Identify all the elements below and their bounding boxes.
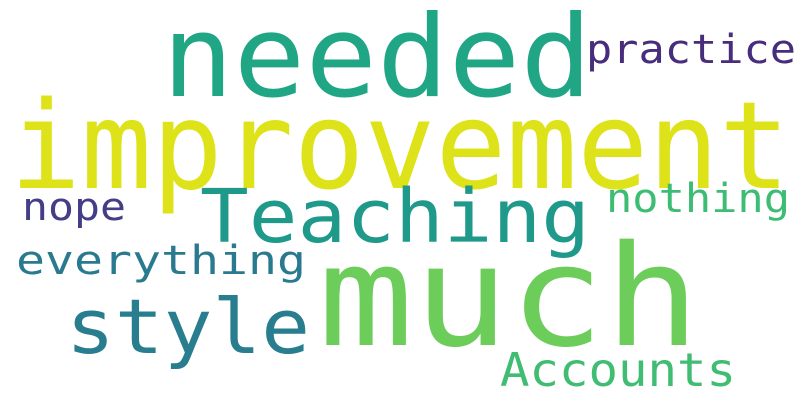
word-teaching: Teaching	[200, 174, 590, 260]
word-nothing: nothing	[606, 176, 790, 222]
word-accounts: Accounts	[500, 343, 736, 397]
word-improvement: improvement	[10, 76, 790, 217]
word-style: style	[66, 282, 310, 371]
word-needed: needed	[162, 0, 592, 123]
word-nope: nope	[22, 185, 126, 229]
word-practice: practice	[586, 27, 796, 73]
word-much: much	[318, 216, 700, 379]
word-everything: everything	[16, 238, 306, 284]
